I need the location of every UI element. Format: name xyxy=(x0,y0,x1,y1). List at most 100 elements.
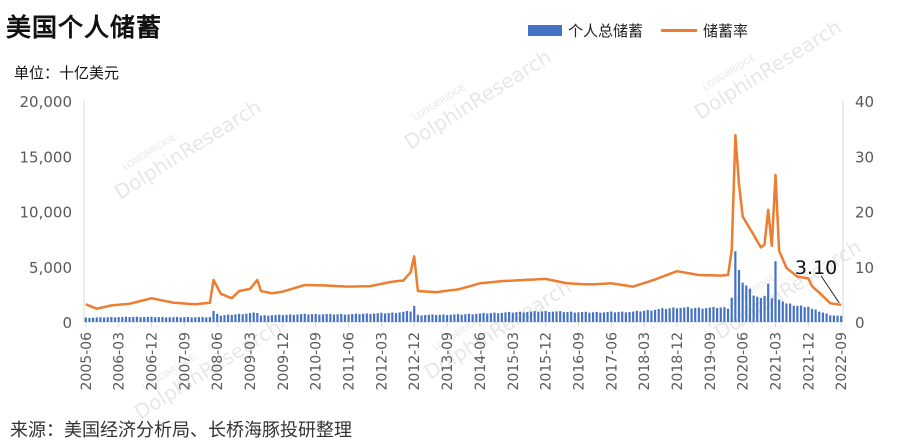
bar xyxy=(814,309,817,322)
bar xyxy=(143,317,146,322)
x-tick-label: 2012-12 xyxy=(407,332,423,391)
bar xyxy=(135,316,139,322)
bar xyxy=(405,311,409,322)
bar xyxy=(409,311,412,322)
bar xyxy=(113,317,117,322)
x-tick-label: 2013-09 xyxy=(440,332,456,391)
bar xyxy=(796,305,799,322)
bar xyxy=(267,315,270,322)
x-tick-label: 2005-06 xyxy=(79,332,95,391)
bar xyxy=(435,315,438,322)
bar xyxy=(431,314,434,322)
bar xyxy=(278,314,281,322)
bar xyxy=(289,314,292,322)
bar xyxy=(205,317,208,322)
bar xyxy=(300,314,303,322)
source-note: 来源：美国经济分析局、长桥海豚投研整理 xyxy=(10,420,352,441)
bar xyxy=(650,310,653,322)
bar xyxy=(340,313,343,322)
watermark-brand-large: DolphinResearch xyxy=(690,15,846,125)
bar xyxy=(172,317,175,322)
bar xyxy=(318,314,321,322)
bar xyxy=(741,282,744,322)
bar xyxy=(748,288,752,322)
bar xyxy=(489,313,492,322)
bar xyxy=(208,317,211,322)
bar xyxy=(325,314,328,322)
bar xyxy=(577,312,580,322)
bar xyxy=(829,315,832,322)
x-tick-label: 2016-09 xyxy=(571,332,587,391)
bar xyxy=(683,307,686,322)
bar xyxy=(580,312,584,322)
bar xyxy=(635,310,638,322)
bar xyxy=(810,308,814,322)
bar xyxy=(657,309,660,322)
bar xyxy=(697,307,700,322)
bar xyxy=(256,312,259,322)
bar xyxy=(737,270,741,322)
bar xyxy=(183,317,186,322)
bar xyxy=(150,316,153,322)
bar xyxy=(161,316,164,322)
bar xyxy=(157,317,160,322)
bar xyxy=(252,312,255,322)
bar xyxy=(497,313,500,322)
bar xyxy=(767,283,770,322)
bar xyxy=(369,314,372,322)
bar xyxy=(106,317,109,322)
x-tick-label: 2008-06 xyxy=(210,332,226,391)
legend: 个人总储蓄 储蓄率 xyxy=(528,20,748,41)
bar xyxy=(588,312,591,322)
bar xyxy=(661,308,664,322)
bar xyxy=(672,307,675,322)
bar xyxy=(376,313,379,322)
bar xyxy=(555,311,558,322)
bar xyxy=(234,314,237,322)
x-tick-label: 2007-09 xyxy=(177,332,193,391)
bar xyxy=(836,315,839,322)
bar xyxy=(321,314,325,322)
bar xyxy=(139,317,142,322)
bar xyxy=(110,317,113,322)
bar xyxy=(573,312,576,322)
y-left-tick-label: 20,000 xyxy=(20,93,73,111)
x-tick-label: 2015-03 xyxy=(506,332,522,391)
unit-label: 单位：十亿美元 xyxy=(14,64,120,82)
bar xyxy=(774,261,777,322)
bar xyxy=(664,309,668,322)
bar xyxy=(694,307,697,322)
bar xyxy=(537,311,540,322)
bar xyxy=(544,310,547,322)
bar xyxy=(570,311,573,322)
bar xyxy=(559,311,562,322)
bar xyxy=(701,308,704,322)
bar xyxy=(248,313,252,322)
bar xyxy=(296,314,299,322)
bar xyxy=(365,313,368,322)
bar xyxy=(566,311,569,322)
x-tick-label: 2019-09 xyxy=(703,332,719,391)
bar xyxy=(354,313,357,322)
bar xyxy=(453,314,456,322)
bar xyxy=(124,316,128,322)
bar xyxy=(548,311,551,322)
bar xyxy=(493,312,496,322)
bar xyxy=(424,315,427,322)
bar xyxy=(285,314,288,322)
bar xyxy=(449,314,452,322)
bar xyxy=(121,316,124,322)
y-right-tick-label: 40 xyxy=(855,93,874,111)
watermark-brand-large: DolphinResearch xyxy=(110,95,266,205)
bar xyxy=(362,313,365,322)
y-left-tick-label: 15,000 xyxy=(20,148,73,166)
bar xyxy=(303,313,306,322)
y-right-tick-label: 20 xyxy=(855,204,874,222)
bar xyxy=(467,313,471,322)
watermark-brand-large: DolphinResearch xyxy=(400,45,556,155)
legend-line-swatch xyxy=(661,29,698,32)
bar xyxy=(383,313,387,322)
bar xyxy=(770,298,773,322)
bar xyxy=(818,311,821,322)
